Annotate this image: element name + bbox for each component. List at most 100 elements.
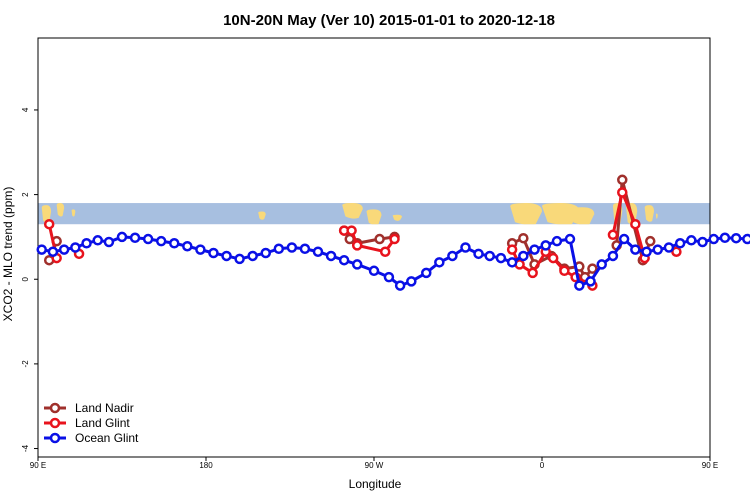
- data-point: [36, 244, 47, 255]
- y-tick-label: 0: [21, 276, 30, 281]
- x-axis-ticks: 90 E 180 90 W 0 90 E: [30, 457, 718, 470]
- data-point: [630, 244, 641, 255]
- data-point: [540, 240, 551, 251]
- data-point: [406, 276, 417, 287]
- data-point: [663, 242, 675, 253]
- data-point: [103, 236, 115, 248]
- data-point: [351, 240, 363, 251]
- data-point: [346, 225, 357, 236]
- data-point: [574, 280, 585, 291]
- x-tick-label: 90 E: [702, 461, 718, 470]
- land-philippines: [71, 209, 76, 217]
- data-point: [434, 257, 445, 268]
- data-point: [169, 238, 180, 249]
- legend-marker: [49, 417, 61, 429]
- data-point: [383, 271, 395, 283]
- land-east-africa: [570, 207, 595, 225]
- data-point: [730, 232, 742, 244]
- data-point: [351, 259, 363, 270]
- data-point: [674, 238, 686, 249]
- data-point: [518, 250, 529, 262]
- data-point: [47, 246, 59, 257]
- legend-label: Land Nadir: [75, 401, 134, 415]
- legend-label: Land Glint: [75, 416, 130, 430]
- data-point: [551, 235, 563, 247]
- data-point: [43, 218, 55, 230]
- plot-frame: [37, 37, 711, 458]
- data-point: [697, 236, 708, 248]
- data-point: [81, 238, 92, 249]
- y-tick-label: -2: [21, 360, 30, 368]
- data-point: [587, 263, 598, 274]
- data-point: [92, 235, 103, 246]
- data-point: [221, 250, 232, 262]
- data-point: [208, 247, 219, 259]
- x-tick-label: 90 E: [30, 461, 46, 470]
- y-tick-label: 4: [21, 107, 30, 112]
- data-point: [617, 174, 628, 186]
- data-point: [506, 244, 518, 255]
- data-point: [559, 265, 570, 277]
- y-axis-label: XCO2 - MLO trend (ppm): [1, 187, 15, 322]
- land-islands: [655, 213, 658, 219]
- data-point: [719, 232, 731, 244]
- data-point: [116, 231, 128, 243]
- data-point: [547, 252, 559, 264]
- land-indochina: [56, 203, 65, 217]
- data-point: [379, 246, 391, 257]
- land-sahel: [542, 203, 580, 225]
- data-point: [273, 243, 285, 255]
- data-point: [495, 252, 507, 264]
- land-central-america: [366, 209, 382, 225]
- data-point: [641, 246, 652, 257]
- data-point: [368, 265, 380, 277]
- data-point: [671, 246, 682, 257]
- data-point: [247, 250, 258, 262]
- data-point: [742, 233, 750, 245]
- land-south-asia: [41, 205, 52, 223]
- data-point: [460, 242, 471, 253]
- data-point: [286, 242, 298, 253]
- data-point: [195, 244, 206, 255]
- data-point: [585, 276, 596, 287]
- data-point: [325, 250, 337, 262]
- data-point: [518, 232, 529, 244]
- map-land-shapes: [41, 203, 658, 225]
- data-point: [617, 187, 628, 198]
- y-tick-label: -4: [21, 444, 30, 452]
- data-point: [58, 244, 70, 255]
- data-point: [312, 246, 324, 257]
- x-tick-label: 90 W: [365, 461, 384, 470]
- x-tick-label: 0: [540, 461, 545, 470]
- land-hawaii: [258, 211, 266, 220]
- data-point: [234, 253, 245, 265]
- data-point: [645, 235, 656, 247]
- data-point: [529, 244, 540, 255]
- data-point: [155, 235, 167, 247]
- data-point: [506, 257, 518, 268]
- data-point: [708, 233, 719, 245]
- data-point: [473, 248, 484, 260]
- data-point: [299, 243, 311, 255]
- data-point: [652, 244, 663, 255]
- data-point: [527, 267, 538, 279]
- data-point: [618, 233, 630, 245]
- data-point: [142, 233, 154, 245]
- data-point: [374, 233, 385, 245]
- series-land-glint: [43, 187, 682, 291]
- legend-marker: [49, 432, 61, 444]
- data-point: [447, 250, 458, 262]
- data-point: [338, 254, 350, 266]
- data-point: [129, 232, 141, 244]
- land-mexico: [342, 203, 363, 219]
- land-caribbean: [392, 214, 402, 221]
- land-west-africa: [510, 203, 542, 225]
- y-axis-ticks: -4 -2 0 2 4: [21, 107, 38, 452]
- y-tick-label: 2: [21, 192, 30, 197]
- data-point: [607, 250, 619, 262]
- data-point: [260, 247, 271, 259]
- data-point: [394, 280, 406, 291]
- data-point: [686, 235, 697, 246]
